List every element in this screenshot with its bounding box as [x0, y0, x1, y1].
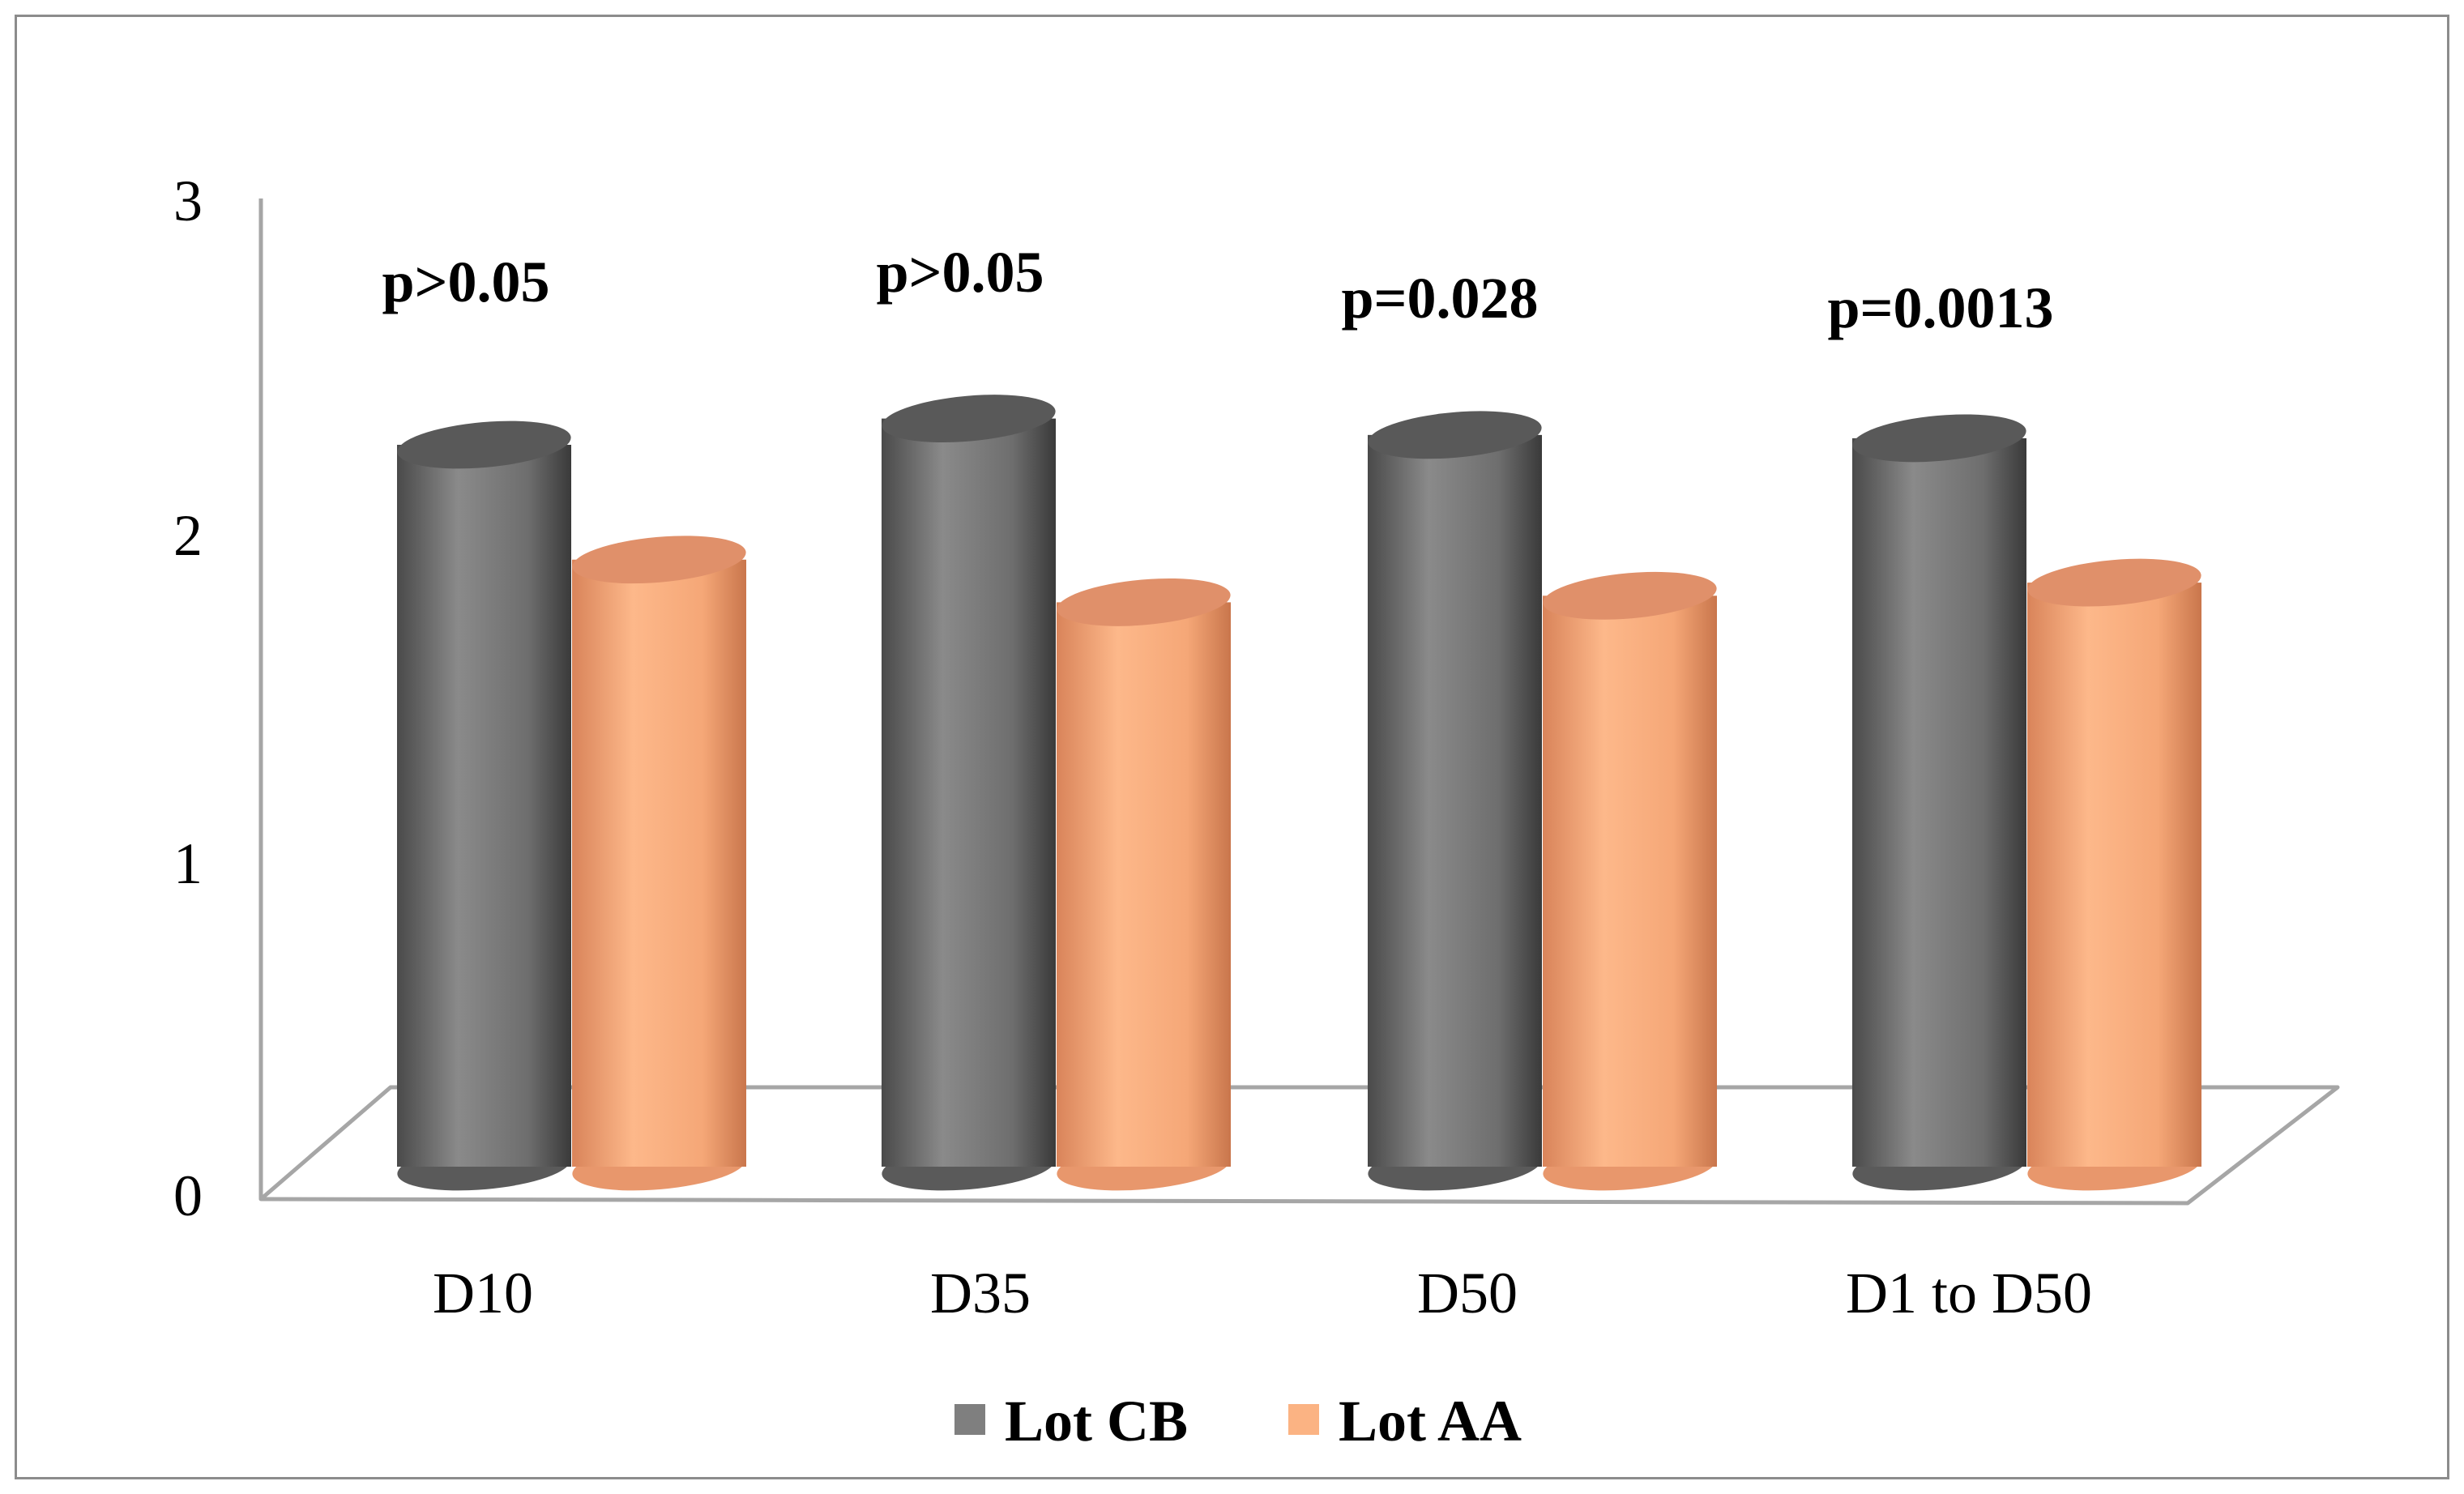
bar-body-lot-cb-d1-to-d50: [1852, 438, 2026, 1167]
annotation-d10: p>0.05: [382, 250, 549, 314]
legend: Lot CB Lot AA: [954, 1389, 1522, 1453]
bar-body-lot-aa-d50: [1543, 595, 1717, 1167]
bar-lot-aa-d10: [572, 536, 746, 1191]
x-axis-labels: D10 D35 D50 D1 to D50: [433, 1261, 2092, 1325]
bar-top-lot-cb-d50: [1368, 411, 1542, 459]
y-ticks: 0 1 2 3: [173, 169, 203, 1228]
p-value-annotations: p>0.05 p>0.05 p=0.028 p=0.0013: [382, 240, 2053, 340]
bar-lot-aa-d1-to-d50: [2027, 558, 2201, 1191]
y-tick-1: 1: [173, 831, 203, 896]
bar-top-lot-aa-d10: [572, 536, 746, 584]
y-tick-0: 0: [173, 1163, 203, 1228]
category-label-d10: D10: [433, 1261, 533, 1325]
bar-body-lot-aa-d35: [1057, 602, 1231, 1167]
bar-lot-aa-d35: [1057, 578, 1231, 1191]
category-label-d35: D35: [930, 1261, 1031, 1325]
legend-label-lot-cb: Lot CB: [1005, 1389, 1188, 1453]
bar-lot-cb-d50: [1368, 411, 1542, 1191]
bar-lot-cb-d10: [397, 420, 571, 1191]
annotation-d50: p=0.028: [1341, 266, 1538, 331]
legend-swatch-lot-aa: [1288, 1404, 1319, 1435]
bar-top-lot-aa-d50: [1543, 571, 1717, 620]
bar-lot-aa-d50: [1543, 571, 1717, 1191]
bar-lot-cb-d35: [882, 395, 1056, 1191]
bar-body-lot-cb-d10: [397, 445, 571, 1167]
bar-top-lot-aa-d1-to-d50: [2027, 558, 2201, 607]
chart-floor: [258, 1085, 2340, 1206]
bar-top-lot-cb-d35: [882, 395, 1056, 443]
y-tick-2: 2: [173, 503, 203, 568]
bars: [397, 395, 2201, 1191]
legend-swatch-lot-cb: [954, 1404, 985, 1435]
bar-top-lot-cb-d1-to-d50: [1852, 414, 2026, 463]
bar-body-lot-aa-d10: [572, 559, 746, 1167]
annotation-d1-to-d50: p=0.0013: [1827, 275, 2053, 340]
annotation-d35: p>0.05: [876, 240, 1044, 305]
category-label-d1-to-d50: D1 to D50: [1846, 1261, 2092, 1325]
category-label-d50: D50: [1417, 1261, 1518, 1325]
bar-top-lot-cb-d10: [397, 420, 571, 469]
bar-body-lot-aa-d1-to-d50: [2027, 583, 2201, 1167]
bar-body-lot-cb-d35: [882, 418, 1056, 1167]
bar-lot-cb-d1-to-d50: [1852, 414, 2026, 1191]
bar-top-lot-aa-d35: [1057, 578, 1231, 626]
legend-label-lot-aa: Lot AA: [1339, 1389, 1522, 1453]
y-tick-3: 3: [173, 169, 203, 233]
axes: [258, 198, 2340, 1206]
bar-body-lot-cb-d50: [1368, 434, 1542, 1167]
